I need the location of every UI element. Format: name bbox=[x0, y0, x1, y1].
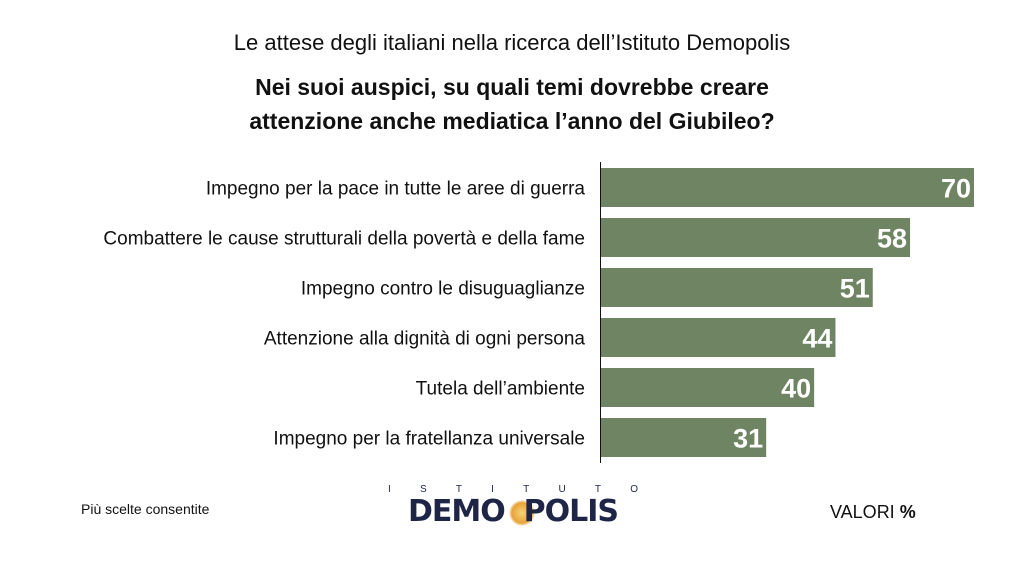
logo-letter: T bbox=[455, 484, 462, 495]
footnote: Più scelte consentite bbox=[81, 501, 210, 517]
chart-title: Nei suoi auspici, su quali temi dovrebbe… bbox=[249, 74, 775, 134]
value-label: 58 bbox=[877, 224, 907, 254]
category-label: Attenzione alla dignità di ogni persona bbox=[264, 329, 586, 350]
category-label: Impegno contro le disuguaglianze bbox=[301, 279, 585, 300]
value-label: 51 bbox=[840, 274, 870, 304]
bar bbox=[601, 218, 911, 257]
units-label: VALORI % bbox=[830, 502, 916, 523]
category-label: Impegno per la pace in tutte le aree di … bbox=[206, 179, 586, 200]
category-label: Combattere le cause strutturali della po… bbox=[103, 229, 585, 250]
value-label: 40 bbox=[781, 374, 811, 404]
units-symbol: % bbox=[899, 502, 916, 522]
logo-wordmark: DEMO POLIS bbox=[407, 494, 619, 529]
logo-letter: I bbox=[388, 484, 391, 495]
bar bbox=[601, 418, 767, 457]
bar bbox=[601, 168, 974, 207]
logo-sun-icon bbox=[509, 500, 535, 526]
units-prefix: VALORI bbox=[830, 502, 895, 522]
bar bbox=[601, 368, 815, 407]
value-label: 70 bbox=[941, 174, 971, 204]
bar bbox=[601, 268, 873, 307]
category-label: Impegno per la fratellanza universale bbox=[273, 429, 585, 450]
logo-letter: O bbox=[630, 484, 638, 495]
logo-letter: U bbox=[558, 484, 566, 495]
logo-letter: T bbox=[523, 484, 530, 495]
value-label: 31 bbox=[733, 424, 763, 454]
chart-supertitle: Le attese degli italiani nella ricerca d… bbox=[233, 30, 791, 55]
bar bbox=[601, 318, 836, 357]
logo-letter: I bbox=[491, 484, 494, 495]
category-label: Tutela dell’ambiente bbox=[416, 379, 585, 400]
value-label: 44 bbox=[802, 324, 832, 354]
demopolis-logo: I S T I T U T O DEMO POLIS bbox=[388, 484, 638, 532]
logo-letter: T bbox=[594, 484, 602, 495]
logo-letter: S bbox=[419, 484, 427, 495]
